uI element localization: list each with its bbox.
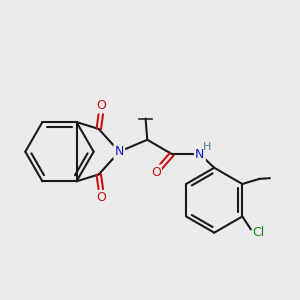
Text: O: O	[97, 191, 106, 204]
Text: Cl: Cl	[252, 226, 265, 239]
Text: H: H	[203, 142, 212, 152]
Text: O: O	[151, 166, 161, 179]
Text: N: N	[115, 145, 124, 158]
Text: N: N	[195, 148, 205, 160]
Text: O: O	[97, 99, 106, 112]
